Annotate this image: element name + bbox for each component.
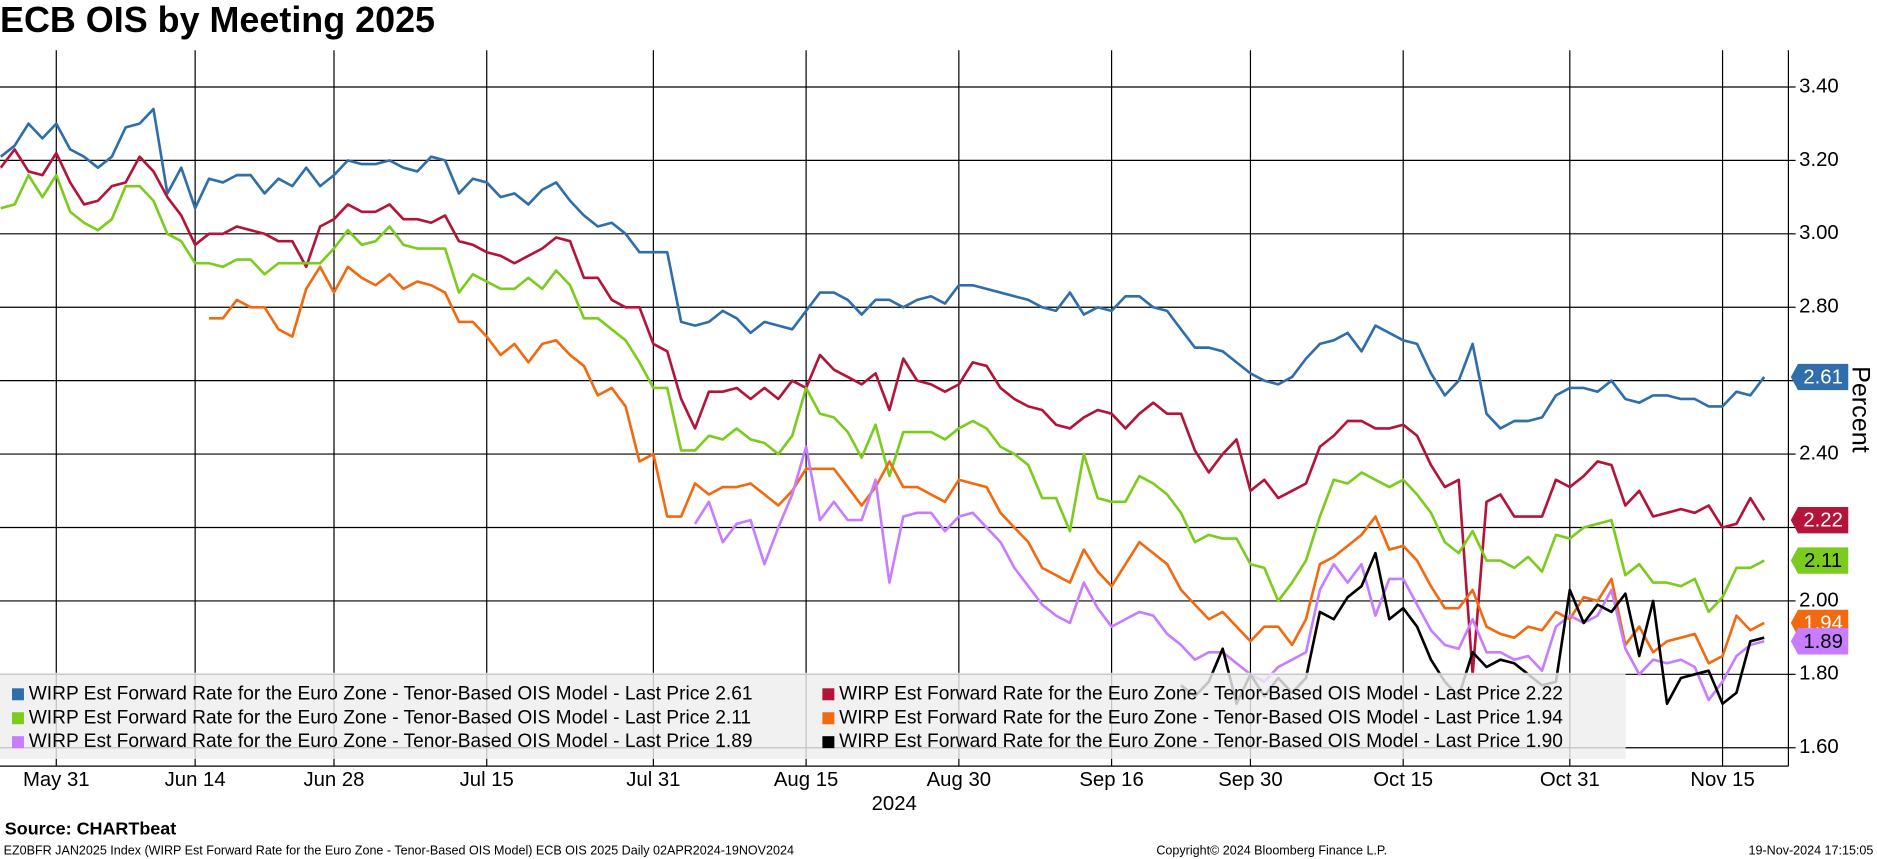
legend-label: WIRP Est Forward Rate for the Euro Zone … xyxy=(29,707,751,728)
y-tick-label: 3.40 xyxy=(1799,75,1839,97)
x-tick-label: Jul 31 xyxy=(626,769,680,791)
y-tick-label: 3.20 xyxy=(1799,149,1839,171)
x-tick-label: May 31 xyxy=(23,769,90,791)
legend-swatch xyxy=(11,688,24,701)
chart-title: ECB OIS by Meeting 2025 xyxy=(0,0,435,40)
y-tick-label: 1.60 xyxy=(1799,736,1839,758)
legend-swatch xyxy=(11,736,24,749)
series-line xyxy=(0,107,1766,430)
legend-label: WIRP Est Forward Rate for the Euro Zone … xyxy=(839,683,1563,704)
x-axis-label: 2024 xyxy=(872,793,917,815)
last-value-tag xyxy=(1790,628,1849,655)
x-tick-label: Sep 16 xyxy=(1079,769,1143,791)
x-tick-label: Oct 15 xyxy=(1373,769,1433,791)
timestamp: 19-Nov-2024 17:15:05 xyxy=(1749,843,1874,857)
source: Source: CHARTbeat xyxy=(5,818,176,838)
last-value-label: 1.89 xyxy=(1803,631,1843,653)
series-line xyxy=(0,173,1765,614)
y-tick-label: 3.00 xyxy=(1799,222,1839,244)
y-axis-label: Percent xyxy=(1846,366,1874,453)
x-tick-label: Jun 14 xyxy=(165,769,226,791)
legend-label: WIRP Est Forward Rate for the Euro Zone … xyxy=(839,707,1563,728)
legend-label: WIRP Est Forward Rate for the Euro Zone … xyxy=(29,683,753,704)
legend-box xyxy=(0,672,1626,759)
last-value-label: 2.61 xyxy=(1803,367,1843,389)
y-tick-label: 2.00 xyxy=(1799,589,1839,611)
y-tick-label: 2.40 xyxy=(1799,442,1839,464)
legend-swatch xyxy=(822,712,835,725)
footnote: EZ0BFR JAN2025 Index (WIRP Est Forward R… xyxy=(4,843,794,857)
last-value-tag xyxy=(1790,547,1849,574)
legend-swatch xyxy=(11,712,24,725)
x-tick-label: Jul 15 xyxy=(460,769,514,791)
last-value-label: 2.11 xyxy=(1804,550,1842,572)
last-value-tag xyxy=(1790,506,1849,534)
legend-swatch xyxy=(822,736,835,749)
last-value-label: 2.22 xyxy=(1803,510,1843,532)
x-tick-label: Jun 28 xyxy=(303,769,364,791)
copyright: Copyright© 2024 Bloomberg Finance L.P. xyxy=(1156,843,1387,857)
legend-swatch xyxy=(822,688,835,701)
x-tick-label: Aug 15 xyxy=(774,769,838,791)
x-tick-label: Oct 31 xyxy=(1540,769,1600,791)
series-line xyxy=(0,148,1766,676)
series-line xyxy=(209,265,1765,665)
legend-label: WIRP Est Forward Rate for the Euro Zone … xyxy=(839,731,1563,752)
y-tick-label: 2.80 xyxy=(1799,296,1839,318)
y-tick-label: 1.80 xyxy=(1799,663,1839,685)
x-tick-label: Sep 30 xyxy=(1218,769,1282,791)
x-tick-label: Nov 15 xyxy=(1690,769,1754,791)
legend-label: WIRP Est Forward Rate for the Euro Zone … xyxy=(29,731,753,752)
x-tick-label: Aug 30 xyxy=(927,769,991,791)
last-value-tag xyxy=(1790,363,1849,391)
